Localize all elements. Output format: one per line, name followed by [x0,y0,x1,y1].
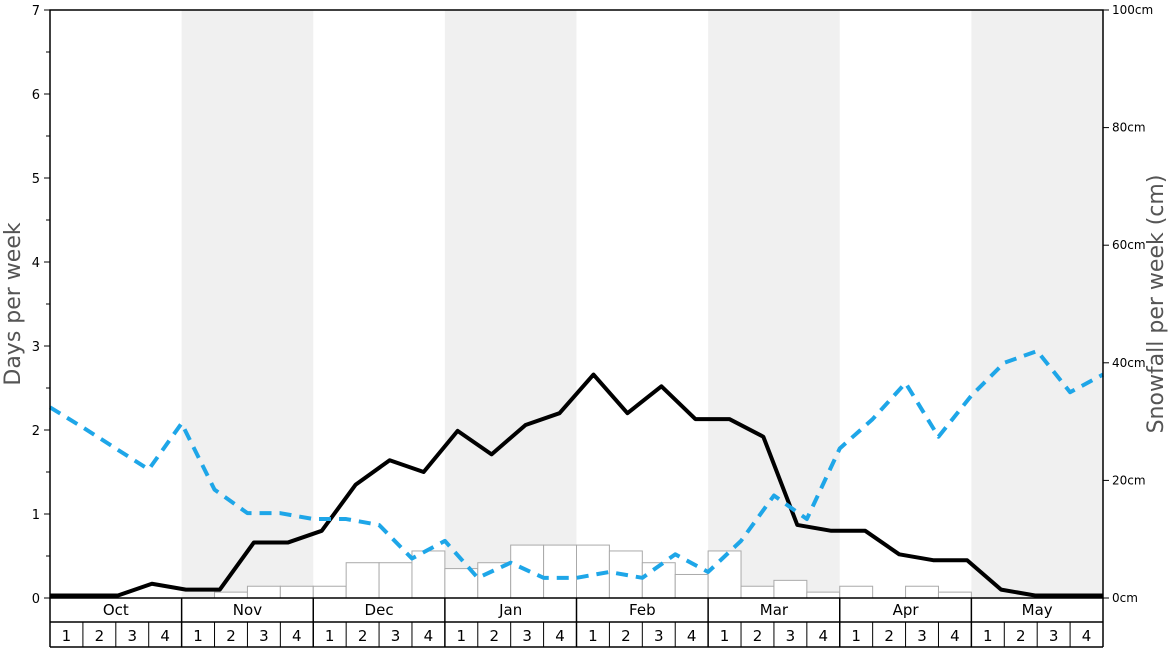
month-label: Mar [760,601,789,619]
left-axis-title: Days per week [1,222,26,385]
snowfall-bar [378,562,413,599]
week-label: 1 [983,627,993,645]
week-label: 3 [127,627,137,645]
month-label: Dec [365,601,394,619]
week-label: 4 [292,627,302,645]
snowfall-bar [312,585,347,599]
left-tick-label: 1 [32,508,40,523]
week-label: 3 [786,627,796,645]
week-label: 2 [95,627,105,645]
week-label: 2 [358,627,368,645]
day-lines [48,349,1104,598]
snowfall-bar [905,585,939,599]
shade-mar [708,10,840,598]
week-label: 1 [193,627,203,645]
right-tick-label: 40cm [1112,356,1146,370]
shade-may [971,10,1103,598]
left-tick-label: 6 [32,88,40,103]
left-tick-label: 0 [32,592,40,607]
black-line [50,372,1103,598]
week-label: 3 [522,627,532,645]
month-label: May [1022,601,1053,619]
left-tick-label: 7 [32,4,40,19]
week-label: 4 [819,627,829,645]
snowfall-bar [345,562,380,599]
right-axis: 0cm 20cm 40cm 60cm 80cm 100cm [1103,3,1153,605]
month-label: Apr [893,601,920,619]
snowfall-bar [246,585,281,599]
week-label: 1 [588,627,598,645]
right-axis-title: Snowfall per week (cm) [1144,175,1168,434]
left-tick-label: 2 [32,424,40,439]
left-tick-label: 5 [32,172,40,187]
week-label: 3 [259,627,269,645]
week-label: 1 [851,627,861,645]
month-label: Jan [498,601,522,619]
week-label: 4 [950,627,960,645]
week-label: 4 [160,627,170,645]
left-axis: 0 1 2 3 4 5 6 7 [32,4,50,607]
week-label: 2 [226,627,236,645]
snowfall-bar [806,591,841,599]
right-tick-label: 100cm [1112,3,1153,17]
snowfall-bar [674,573,709,599]
snowfall-bars [214,544,972,599]
week-label: 3 [1049,627,1059,645]
left-tick-label: 3 [32,340,40,355]
week-label: 4 [1082,627,1092,645]
right-tick-label: 80cm [1112,121,1146,135]
week-label: 2 [753,627,763,645]
month-label: Nov [233,601,262,619]
month-shading [181,10,1103,598]
week-label: 4 [424,627,434,645]
snowfall-bar [411,550,446,599]
month-label: Feb [629,601,656,619]
week-label: 4 [687,627,697,645]
week-label: 1 [457,627,467,645]
shade-jan [444,10,577,598]
snowfall-bar [279,585,314,599]
week-label: 3 [917,627,927,645]
week-label: 3 [654,627,664,645]
snowfall-bar [839,585,874,599]
week-label: 3 [391,627,401,645]
week-label: 2 [1016,627,1026,645]
week-label: 2 [621,627,631,645]
snowfall-bar [543,544,577,599]
week-label: 1 [62,627,72,645]
right-tick-label: 20cm [1112,473,1146,487]
right-tick-label: 60cm [1112,238,1146,252]
snowfall-bar [214,591,248,599]
snowfall-bar [477,562,512,599]
week-label: 1 [325,627,335,645]
snowfall-bar [937,591,972,599]
week-label: 2 [489,627,499,645]
week-label: 1 [720,627,730,645]
right-tick-label: 0cm [1112,591,1138,605]
month-label: Oct [103,601,129,619]
week-label: 2 [884,627,894,645]
snowfall-bar [740,585,775,599]
blue-dashed-line [48,349,1104,580]
month-axis: Oct 1 2 3 4 Nov 1 2 3 4 Dec 1 2 3 4 Jan 1 2 3 4 Feb 1 2 3 4 Mar 1 2… [49,598,1104,648]
shade-nov [181,10,314,598]
left-tick-label: 4 [32,256,40,271]
week-label: 4 [555,627,565,645]
snowfall-bar [773,579,808,599]
